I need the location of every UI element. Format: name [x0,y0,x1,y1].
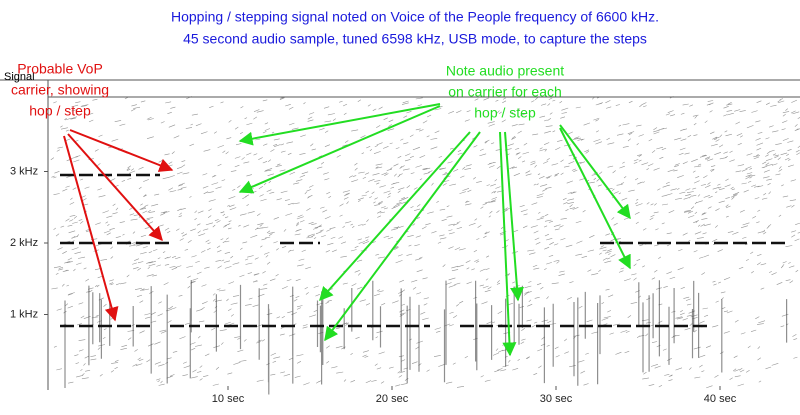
y-tick-label: 3 kHz [10,165,38,177]
vertical-bursts [64,280,788,395]
annotations: Probable VoP carrier, showing hop / step No… [11,61,564,121]
signal-label: Signal [4,71,35,83]
x-tick-label: 30 sec [540,393,573,405]
arrows [63,103,631,357]
title-line: 45 second audio sample, tuned 6598 kHz, … [183,31,647,47]
y-tick-label: 2 kHz [10,237,38,249]
x-tick-label: 20 sec [376,393,409,405]
annotation-text: Note audio present [446,63,564,79]
spectrogram [50,96,800,395]
carrier-traces [60,173,790,328]
annotation-text: on carrier for each [448,84,562,100]
y-tick-label: 1 kHz [10,308,38,320]
annotation-text: hop / step [474,105,536,121]
annotation-text: Probable VoP [17,61,103,77]
x-tick-label: 10 sec [212,393,245,405]
annotation-text: hop / step [29,103,91,119]
x-tick-label: 40 sec [704,393,737,405]
title-line: Hopping / stepping signal noted on Voice… [171,9,659,25]
annotation-text: carrier, showing [11,82,109,98]
